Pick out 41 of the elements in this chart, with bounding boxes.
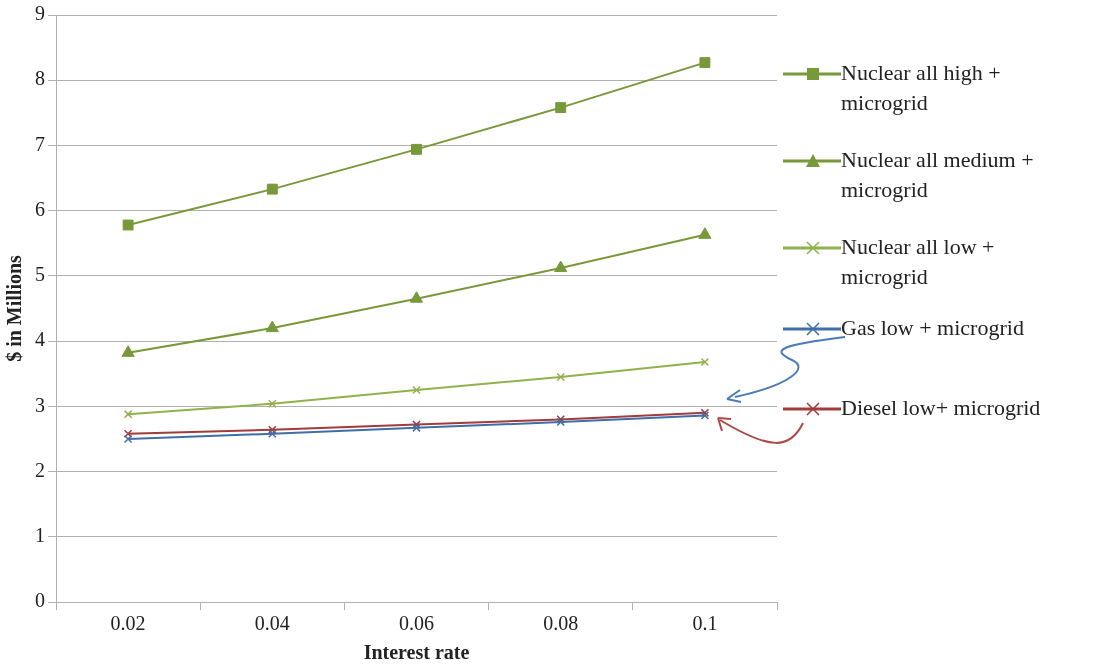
legend-label: Nuclear all medium + microgrid [841, 146, 1035, 204]
point [412, 423, 421, 433]
x-axis-title: Interest rate [363, 641, 470, 664]
legend-label: Nuclear all high + microgrid [841, 59, 1002, 117]
point [265, 320, 279, 333]
legend-label: Nuclear all low + microgrid [841, 233, 996, 291]
y-tick-label: 9 [35, 2, 45, 25]
legend-label: Diesel low+ microgrid [841, 394, 1042, 422]
point [554, 260, 568, 273]
legend-label: Gas low + microgrid [841, 314, 1025, 342]
point [700, 357, 710, 367]
point [698, 227, 712, 239]
point [412, 385, 421, 395]
point [121, 345, 135, 357]
point [556, 372, 565, 382]
point [122, 219, 134, 231]
y-tick-label: 3 [35, 393, 45, 416]
y-tick-label: 5 [35, 263, 45, 286]
y-axis-title: $ in Millions [3, 254, 26, 362]
y-tick-label: 7 [35, 132, 45, 155]
point [266, 183, 278, 195]
y-tick-label: 8 [35, 67, 45, 90]
point [123, 429, 133, 439]
x-tick-label: 0.08 [543, 612, 579, 635]
x-tick-label: 0.1 [692, 612, 718, 635]
point [268, 429, 277, 439]
point [268, 399, 277, 409]
y-tick-label: 2 [35, 458, 45, 481]
x-tick-label: 0.04 [254, 612, 290, 635]
point [123, 434, 133, 444]
y-tick-label: 1 [35, 524, 45, 547]
point [409, 291, 424, 303]
y-tick-label: 0 [35, 589, 45, 612]
x-tick-label: 0.02 [110, 612, 146, 635]
point [699, 57, 711, 69]
x-tick-label: 0.06 [399, 612, 434, 635]
point [123, 409, 133, 419]
point [411, 143, 422, 155]
y-tick-label: 6 [35, 197, 45, 220]
point [555, 102, 567, 114]
y-tick-label: 4 [35, 328, 45, 351]
